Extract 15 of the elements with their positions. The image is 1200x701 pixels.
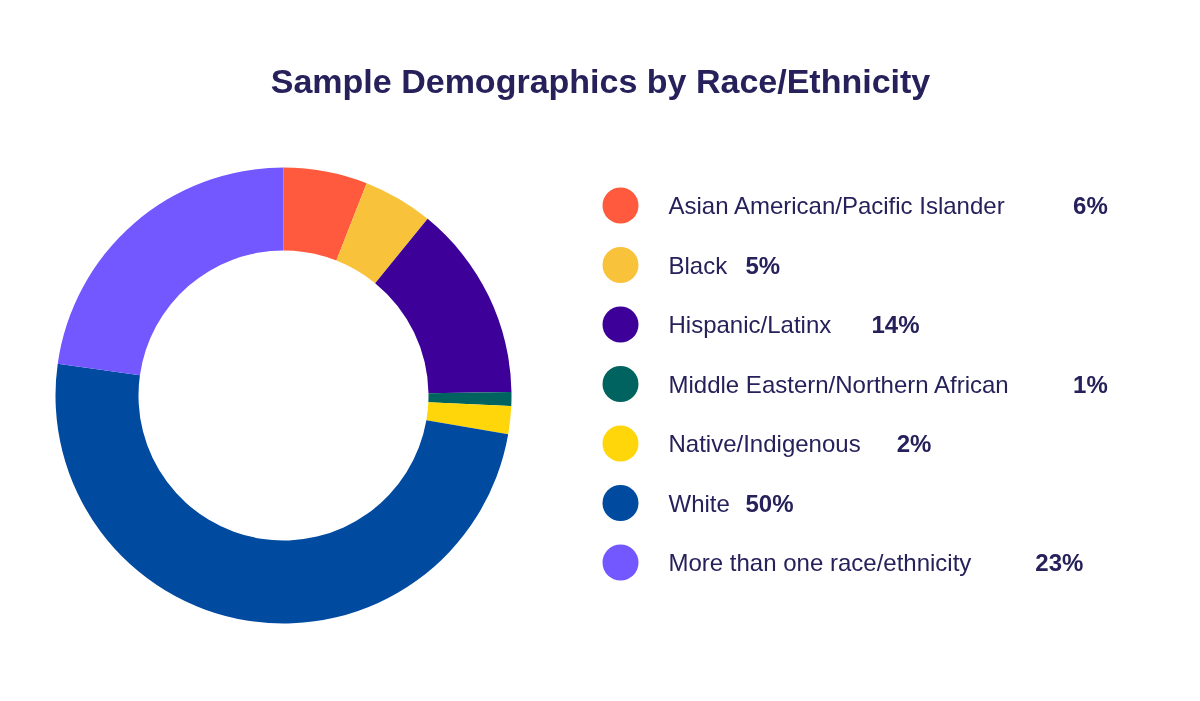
legend-label: Hispanic/Latinx [668, 311, 832, 338]
legend-label: White [668, 489, 730, 517]
legend-label: More than one race/ethnicity [668, 549, 972, 576]
data-label: 1% [1073, 370, 1108, 398]
chart-title: Sample Demographics by Race/Ethnicity [270, 61, 931, 100]
data-label: 6% [1073, 192, 1108, 219]
data-label: 14% [871, 311, 920, 338]
data-label: 50% [745, 489, 794, 517]
legend-label: Asian American/Pacific Islander [668, 192, 1005, 219]
legend-label: Black [668, 251, 729, 279]
data-label: 5% [745, 251, 781, 279]
legend-label: Middle Eastern/Northern African [668, 370, 1009, 398]
data-label: 2% [896, 430, 932, 457]
legend-label: Native/Indigenous [668, 430, 861, 457]
data-label: 23% [1035, 549, 1084, 576]
